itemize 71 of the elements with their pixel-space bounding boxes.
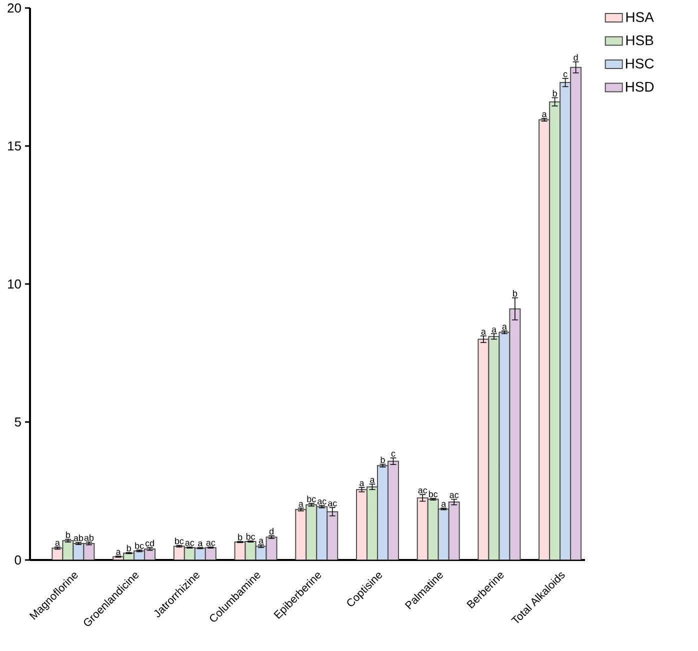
bar bbox=[83, 542, 95, 560]
bar bbox=[387, 460, 399, 560]
data-label: ab bbox=[84, 534, 94, 541]
data-label: ac bbox=[206, 540, 216, 546]
data-label: a bbox=[198, 541, 203, 546]
data-label: ac bbox=[318, 500, 326, 504]
data-label: bc bbox=[246, 533, 256, 540]
bar bbox=[549, 101, 561, 560]
bar bbox=[306, 504, 318, 560]
y-tick-label: 5 bbox=[14, 417, 21, 427]
data-label: ac bbox=[185, 540, 194, 546]
bar bbox=[427, 498, 439, 560]
bar bbox=[326, 511, 338, 560]
data-label: b bbox=[513, 290, 518, 297]
y-tick-label: 10 bbox=[8, 279, 21, 289]
bar bbox=[509, 308, 521, 560]
bar bbox=[62, 540, 74, 560]
data-label: ac bbox=[328, 501, 337, 506]
bar bbox=[416, 497, 428, 560]
data-label: a bbox=[370, 478, 375, 483]
bar bbox=[234, 542, 246, 560]
data-label: cd bbox=[145, 540, 154, 546]
legend-label: HSC bbox=[626, 58, 654, 68]
data-label: b bbox=[238, 534, 242, 540]
data-label: a bbox=[55, 540, 60, 546]
data-label: b bbox=[66, 532, 70, 538]
bar bbox=[560, 82, 572, 560]
y-tick-label: 20 bbox=[8, 3, 21, 13]
data-label: a bbox=[492, 328, 496, 332]
data-label: a bbox=[441, 502, 446, 507]
data-label: b bbox=[380, 456, 385, 464]
bar bbox=[72, 542, 84, 560]
data-label: bc bbox=[428, 490, 438, 498]
data-label: ab bbox=[74, 534, 84, 542]
bar bbox=[376, 465, 388, 560]
data-label: a bbox=[258, 538, 264, 544]
bar bbox=[488, 336, 500, 560]
bar bbox=[570, 66, 582, 560]
data-label: a bbox=[116, 550, 121, 555]
bar bbox=[366, 486, 378, 560]
legend-label: HSD bbox=[626, 82, 654, 92]
data-label: c bbox=[391, 452, 396, 457]
data-label: b bbox=[552, 90, 557, 97]
bar bbox=[478, 338, 490, 560]
bar bbox=[266, 536, 278, 560]
bar bbox=[295, 508, 307, 560]
data-label: d bbox=[269, 528, 274, 535]
data-label: c bbox=[563, 72, 568, 78]
data-label: a bbox=[360, 481, 364, 486]
data-label: a bbox=[502, 324, 507, 330]
data-label: ac bbox=[450, 493, 459, 498]
bar bbox=[316, 506, 328, 560]
bar bbox=[498, 332, 510, 560]
data-label: b bbox=[126, 544, 131, 552]
bar bbox=[356, 489, 368, 560]
bar bbox=[438, 508, 450, 560]
bar bbox=[448, 502, 460, 560]
y-tick-label: 15 bbox=[8, 141, 21, 151]
legend-label: HSA bbox=[626, 12, 654, 22]
data-label: bc bbox=[307, 496, 316, 502]
data-label: a bbox=[481, 330, 486, 335]
bar bbox=[538, 119, 550, 560]
bar bbox=[244, 541, 256, 560]
legend-label: HSB bbox=[626, 35, 654, 46]
data-label: a bbox=[298, 502, 304, 507]
data-label: bc bbox=[175, 538, 184, 544]
data-label: d bbox=[574, 54, 578, 61]
data-label: bc bbox=[135, 542, 144, 549]
data-label: ac bbox=[418, 488, 428, 494]
y-tick-label: 0 bbox=[14, 555, 21, 565]
data-label: a bbox=[542, 112, 547, 118]
